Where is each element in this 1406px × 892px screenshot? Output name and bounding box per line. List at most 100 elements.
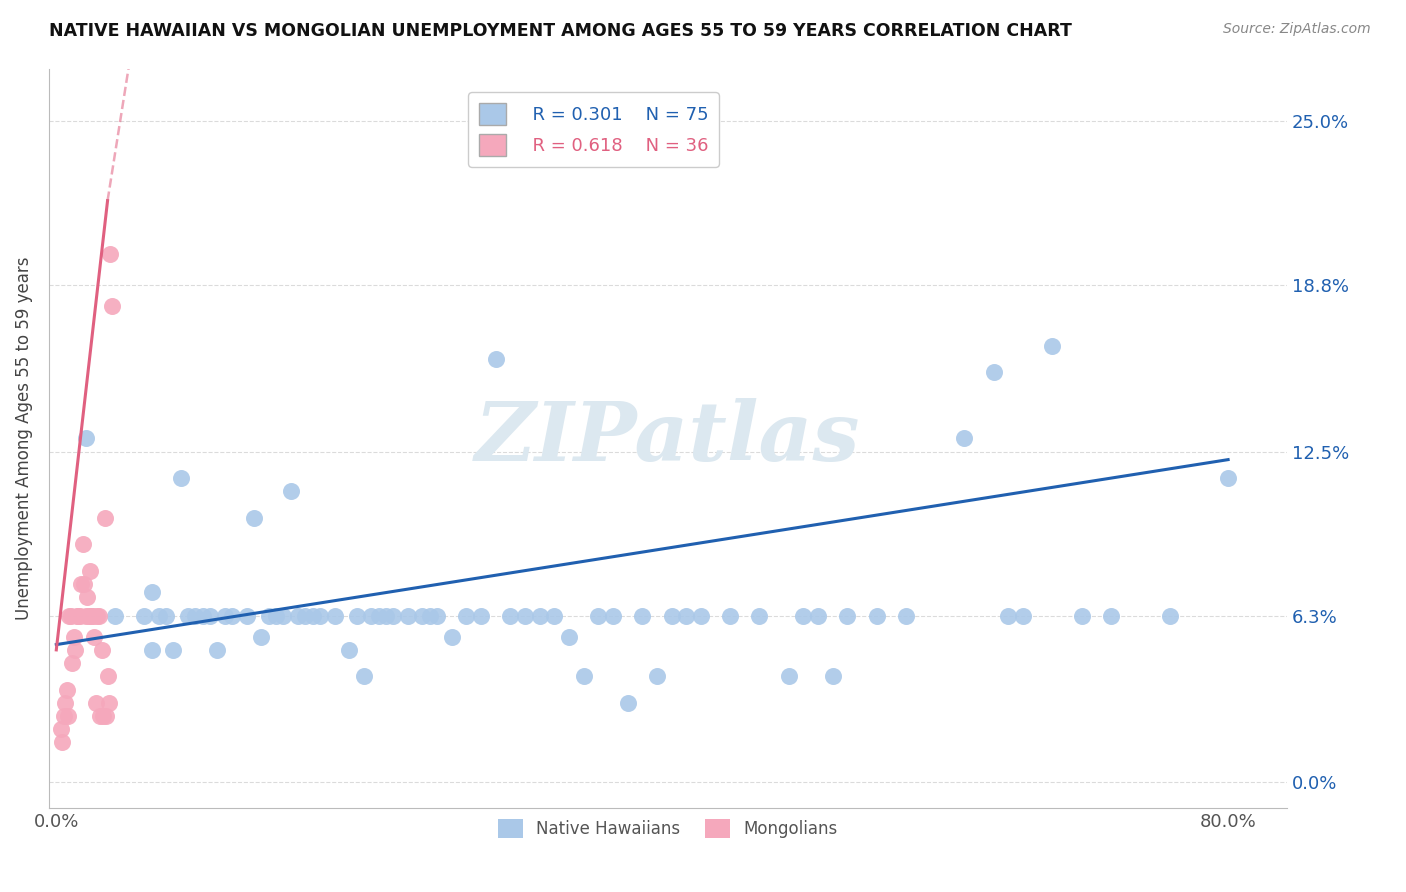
Point — [56, 709, 79, 723]
Point — [1012, 608, 1035, 623]
Point — [588, 608, 610, 623]
Point — [689, 608, 711, 623]
Point — [53, 696, 76, 710]
Point — [67, 608, 90, 623]
Point — [76, 590, 98, 604]
Point — [543, 608, 565, 623]
Point — [51, 735, 73, 749]
Point — [101, 299, 124, 313]
Y-axis label: Unemployment Among Ages 55 to 59 years: Unemployment Among Ages 55 to 59 years — [15, 257, 32, 620]
Point — [367, 608, 389, 623]
Point — [792, 608, 814, 623]
Point — [837, 608, 859, 623]
Point — [337, 643, 360, 657]
Point — [983, 366, 1005, 380]
Point — [631, 608, 654, 623]
Point — [93, 510, 115, 524]
Point — [60, 656, 83, 670]
Point — [323, 608, 346, 623]
Point — [75, 432, 97, 446]
Point — [456, 608, 478, 623]
Point — [89, 709, 111, 723]
Point — [616, 696, 638, 710]
Point — [718, 608, 741, 623]
Point — [1159, 608, 1181, 623]
Point — [513, 608, 536, 623]
Point — [645, 669, 668, 683]
Point — [264, 608, 287, 623]
Point — [411, 608, 433, 623]
Point — [59, 608, 82, 623]
Point — [485, 352, 508, 367]
Point — [997, 608, 1019, 623]
Point — [440, 630, 463, 644]
Point — [353, 669, 375, 683]
Legend: Native Hawaiians, Mongolians: Native Hawaiians, Mongolians — [491, 812, 845, 845]
Point — [221, 608, 243, 623]
Point — [191, 608, 214, 623]
Point — [602, 608, 624, 623]
Point — [141, 584, 163, 599]
Point — [309, 608, 332, 623]
Point — [426, 608, 449, 623]
Point — [1070, 608, 1092, 623]
Point — [75, 608, 97, 623]
Point — [70, 577, 93, 591]
Point — [1040, 339, 1063, 353]
Point — [141, 643, 163, 657]
Point — [374, 608, 396, 623]
Point — [79, 564, 101, 578]
Point — [243, 510, 266, 524]
Point — [419, 608, 441, 623]
Point — [87, 608, 110, 623]
Point — [778, 669, 800, 683]
Point — [100, 246, 122, 260]
Point — [572, 669, 595, 683]
Point — [207, 643, 229, 657]
Point — [148, 608, 170, 623]
Point — [83, 630, 105, 644]
Point — [470, 608, 492, 623]
Point — [134, 608, 156, 623]
Point — [86, 608, 108, 623]
Point — [104, 608, 127, 623]
Point — [499, 608, 522, 623]
Point — [170, 471, 193, 485]
Point — [529, 608, 551, 623]
Point — [257, 608, 280, 623]
Point — [821, 669, 844, 683]
Point — [97, 669, 120, 683]
Point — [1216, 471, 1239, 485]
Point — [235, 608, 257, 623]
Point — [287, 608, 309, 623]
Point — [66, 608, 89, 623]
Point — [72, 537, 94, 551]
Point — [675, 608, 697, 623]
Point — [84, 696, 107, 710]
Point — [1099, 608, 1122, 623]
Point — [184, 608, 207, 623]
Point — [55, 682, 77, 697]
Point — [162, 643, 184, 657]
Point — [90, 643, 112, 657]
Point — [65, 643, 87, 657]
Point — [91, 709, 114, 723]
Point — [73, 577, 96, 591]
Point — [250, 630, 273, 644]
Point — [360, 608, 382, 623]
Point — [807, 608, 830, 623]
Point — [280, 484, 302, 499]
Point — [214, 608, 236, 623]
Point — [82, 608, 104, 623]
Point — [953, 432, 976, 446]
Point — [396, 608, 419, 623]
Point — [865, 608, 887, 623]
Text: Source: ZipAtlas.com: Source: ZipAtlas.com — [1223, 22, 1371, 37]
Text: ZIPatlas: ZIPatlas — [475, 399, 860, 478]
Point — [177, 608, 200, 623]
Point — [294, 608, 316, 623]
Point — [63, 630, 86, 644]
Point — [98, 696, 121, 710]
Point — [155, 608, 177, 623]
Point — [77, 608, 100, 623]
